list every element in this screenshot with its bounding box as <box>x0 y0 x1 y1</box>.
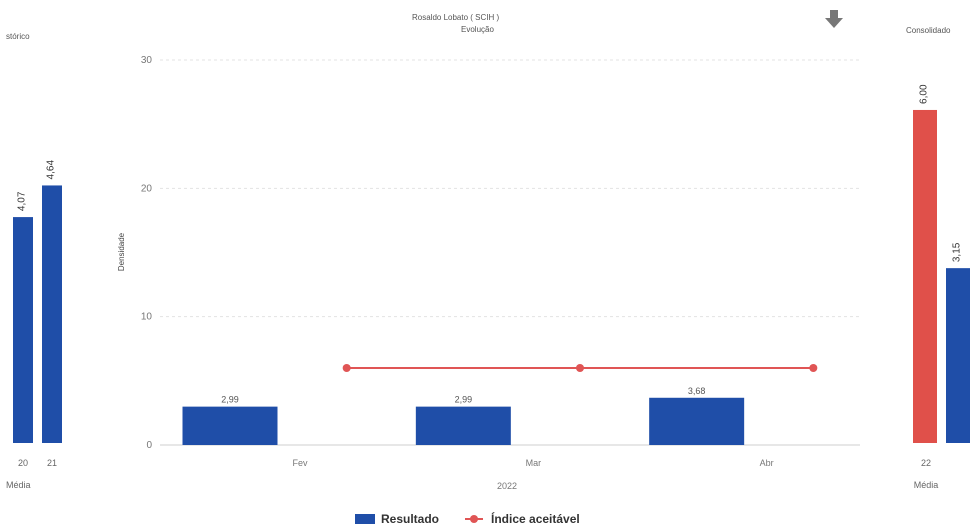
x-tick-label: Fev <box>292 458 308 468</box>
legend-label-resultado: Resultado <box>381 512 440 526</box>
left-x-tick: 20 <box>18 458 28 468</box>
right-x-axis-label: Média <box>914 480 939 490</box>
x-tick-label: Abr <box>760 458 774 468</box>
indice-point <box>342 364 351 372</box>
result-bar-label: 3,68 <box>688 386 706 396</box>
legend-item-resultado[interactable]: Resultado <box>355 512 439 526</box>
y-axis-label: Densidade <box>117 232 126 271</box>
left-bar-label: 4,07 <box>17 191 28 211</box>
right-x-tick: 22 <box>921 458 931 468</box>
right-panel-title: Consolidado <box>906 26 951 35</box>
left-x-axis-label: Média <box>6 480 31 490</box>
left-bar <box>13 217 33 443</box>
download-icon[interactable] <box>825 10 843 30</box>
y-tick-label: 0 <box>146 440 152 451</box>
legend-item-indice[interactable]: Índice aceitável <box>465 512 580 526</box>
legend-label-indice: Índice aceitável <box>491 512 580 526</box>
left-bar <box>42 185 62 443</box>
left-bar-label: 4,64 <box>46 160 57 180</box>
indice-point <box>809 364 818 372</box>
legend-swatch-indice <box>465 515 484 523</box>
result-bar <box>649 397 745 445</box>
right-bar-label: 6,00 <box>919 84 930 104</box>
x-tick-label: Mar <box>526 458 542 468</box>
indice-point <box>576 364 584 372</box>
result-bar-label: 2,99 <box>221 395 239 405</box>
chart-canvas: 4,07 20 4,64 21 Média 0 10 20 30 Densidade 2,99 2,9… <box>6 55 970 491</box>
main-chart-subtitle: Evolução <box>461 25 494 34</box>
result-bar <box>182 406 278 445</box>
result-bar <box>415 406 511 445</box>
x-axis-label: 2022 <box>497 481 517 491</box>
right-bar <box>946 268 970 443</box>
left-panel-title: stórico <box>6 32 30 41</box>
y-tick-label: 20 <box>141 183 153 194</box>
legend-swatch-resultado <box>355 514 375 524</box>
y-tick-label: 30 <box>141 55 153 66</box>
y-tick-label: 10 <box>141 312 153 323</box>
main-chart-title: Rosaldo Lobato ( SCIH ) <box>412 13 500 22</box>
right-bar <box>913 109 937 444</box>
legend: Resultado Índice aceitável <box>355 512 606 526</box>
right-bar-label: 3,15 <box>952 242 963 262</box>
left-x-tick: 21 <box>47 458 57 468</box>
result-bar-label: 2,99 <box>455 395 473 405</box>
